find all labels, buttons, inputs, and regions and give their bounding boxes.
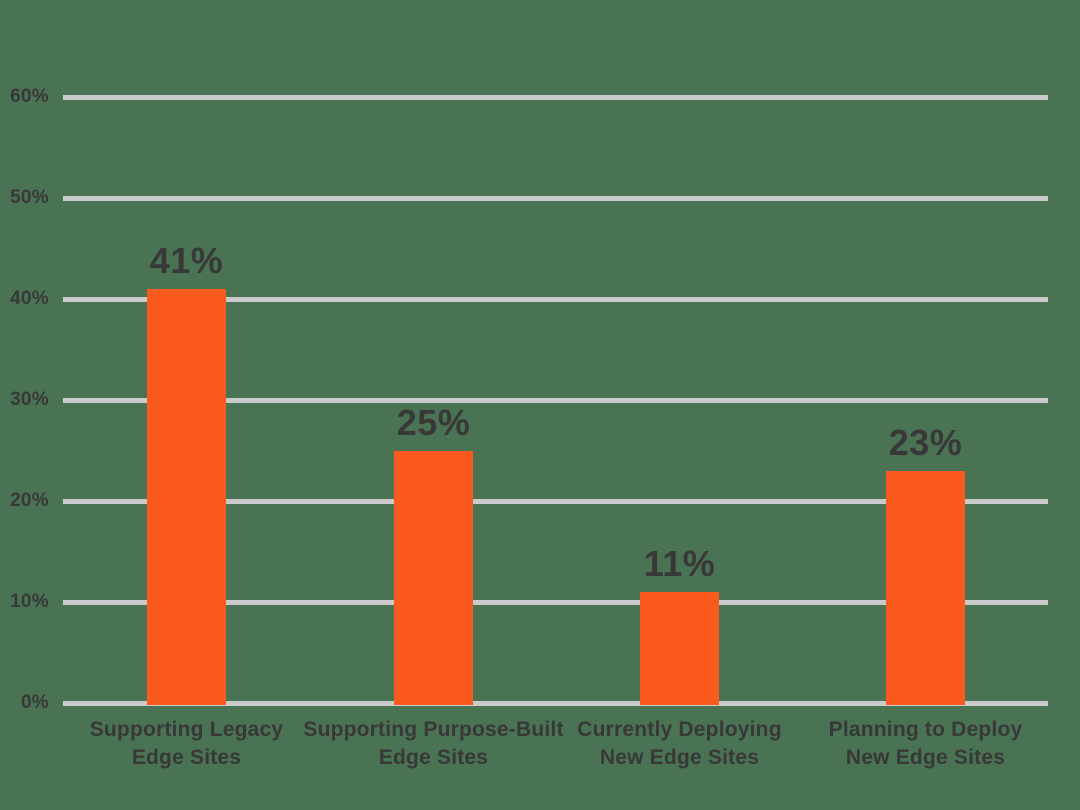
- y-tick-label: 20%: [10, 490, 49, 511]
- y-tick-label: 0%: [20, 692, 49, 713]
- y-tick-label: 10%: [10, 591, 49, 612]
- bar: [147, 288, 226, 705]
- y-tick-label: 30%: [10, 389, 49, 410]
- gridline: [63, 296, 1048, 302]
- category-label: Currently Deploying New Edge Sites: [577, 718, 782, 769]
- y-tick-label: 40%: [10, 288, 49, 309]
- gridline: [63, 94, 1048, 100]
- bar-value-label: 25%: [396, 401, 471, 443]
- bar: [886, 470, 965, 705]
- gridline: [63, 498, 1048, 504]
- bar-value-label: 41%: [149, 239, 224, 281]
- y-tick-label: 50%: [10, 187, 49, 208]
- bar: [640, 591, 719, 705]
- bar-value-label: 11%: [643, 542, 716, 584]
- category-label: Supporting Legacy Edge Sites: [89, 718, 284, 769]
- gridline: [63, 397, 1048, 403]
- gridline: [63, 195, 1048, 201]
- gridline: [63, 599, 1048, 605]
- category-label: Supporting Purpose-Built Edge Sites: [303, 718, 564, 769]
- bar: [394, 450, 473, 705]
- bar-value-label: 23%: [888, 421, 963, 463]
- gridline: [63, 700, 1048, 706]
- category-label: Planning to Deploy New Edge Sites: [828, 718, 1023, 769]
- y-tick-label: 60%: [10, 86, 49, 107]
